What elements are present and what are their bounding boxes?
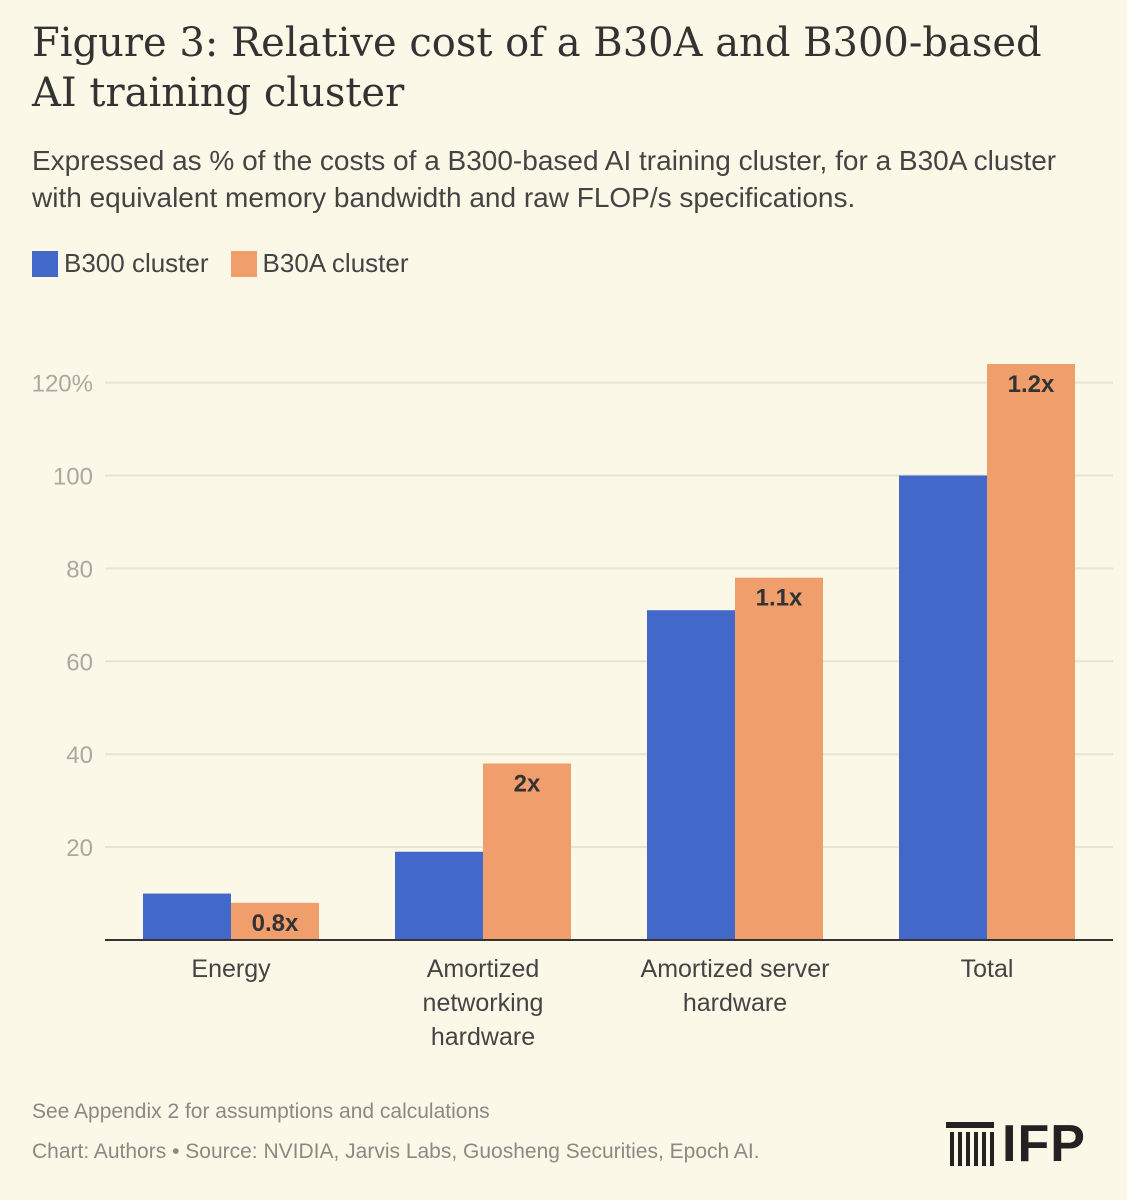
- y-tick-label: 40: [66, 742, 93, 769]
- x-category-label: Energy: [191, 955, 271, 983]
- y-tick-label: 80: [66, 556, 93, 583]
- legend: B300 cluster B30A cluster: [32, 248, 409, 279]
- ifp-logo-text: IFP: [1002, 1115, 1086, 1173]
- legend-item-b300: B300 cluster: [32, 248, 209, 279]
- bar-b30a: [987, 364, 1075, 940]
- bar-ratio-label: 1.1x: [756, 585, 803, 612]
- ifp-logo: IFP: [946, 1118, 1086, 1170]
- x-category-label: Amortized: [427, 955, 540, 983]
- bar-b300: [395, 851, 483, 940]
- footnote: See Appendix 2 for assumptions and calcu…: [32, 1100, 490, 1123]
- legend-label-b300: B300 cluster: [64, 248, 209, 278]
- ifp-columns-icon: [946, 1122, 994, 1166]
- bar-b30a: [231, 902, 319, 940]
- legend-swatch-b30a: [230, 250, 257, 277]
- bar-b30a: [735, 577, 823, 940]
- chart-subtitle: Expressed as % of the costs of a B300-ba…: [32, 145, 1057, 213]
- bar-b300: [647, 610, 735, 940]
- y-tick-label: 60: [66, 649, 93, 676]
- y-tick-label: 120%: [32, 371, 93, 398]
- legend-item-b30a: B30A cluster: [230, 248, 409, 279]
- x-category-label: Total: [961, 955, 1014, 983]
- x-category-label: Amortized server: [641, 955, 830, 983]
- x-category-label: hardware: [431, 1023, 535, 1051]
- bar-ratio-label: 1.2x: [1008, 371, 1055, 398]
- y-tick-label: 100: [53, 464, 93, 491]
- bar-ratio-label: 0.8x: [252, 910, 299, 937]
- chart-title: Figure 3: Relative cost of a B30A and B3…: [32, 20, 1042, 116]
- x-category-label: hardware: [683, 989, 787, 1017]
- source-credit: Chart: Authors • Source: NVIDIA, Jarvis …: [32, 1140, 760, 1163]
- y-tick-label: 20: [66, 835, 93, 862]
- legend-swatch-b300: [32, 250, 58, 277]
- x-category-label: networking: [423, 989, 544, 1017]
- bar-b300: [143, 893, 231, 940]
- bar-ratio-label: 2x: [514, 770, 541, 797]
- bar-b30a: [483, 763, 571, 940]
- bar-b300: [899, 475, 987, 940]
- legend-label-b30a: B30A cluster: [262, 248, 409, 278]
